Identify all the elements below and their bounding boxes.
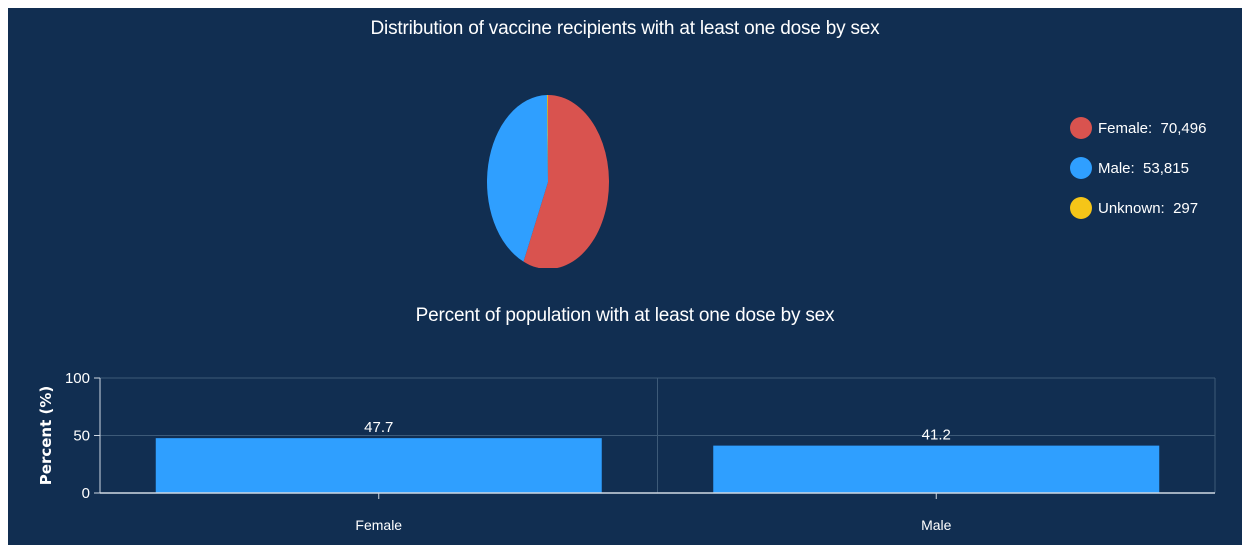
y-tick-label-0: 0	[82, 485, 90, 502]
legend-label-male: Male	[1098, 159, 1131, 177]
bar-female[interactable]	[155, 438, 602, 493]
legend-label-female: Female	[1098, 119, 1149, 137]
y-axis-label: Percent (%)	[37, 386, 55, 485]
legend-item-male[interactable]: Male : 53,815	[1070, 155, 1206, 181]
y-tick-label-50: 50	[73, 428, 90, 445]
pie-slice-male[interactable]	[487, 95, 548, 262]
legend-label-unknown: Unknown	[1098, 199, 1161, 217]
x-tick-label-male: Male	[921, 517, 952, 533]
pie-legend: Female : 70,496 Male : 53,815 Unknown : …	[1070, 115, 1206, 235]
bar-chart-title: Percent of population with at least one …	[415, 305, 835, 326]
bar-chart: 47.7 Female 41.2 Male 0 50 100 Percent (%)	[37, 370, 1216, 533]
legend-value-unknown: 297	[1173, 199, 1199, 217]
bar-male[interactable]	[713, 445, 1160, 493]
legend-sep: :	[1160, 199, 1174, 217]
x-tick-label-female: Female	[355, 517, 402, 533]
data-label-female: 47.7	[364, 419, 393, 436]
pie-chart	[487, 95, 609, 268]
pie-chart-title: Distribution of vaccine recipients with …	[370, 18, 880, 39]
legend-value-female: 70,496	[1160, 119, 1207, 137]
legend-item-unknown[interactable]: Unknown : 297	[1070, 195, 1206, 221]
legend-sep: :	[1130, 159, 1144, 177]
y-tick-label-100: 100	[65, 370, 90, 387]
legend-item-female[interactable]: Female : 70,496	[1070, 115, 1206, 141]
pie-slice-female[interactable]	[523, 95, 609, 268]
data-label-male: 41.2	[922, 427, 951, 444]
legend-value-male: 53,815	[1143, 159, 1189, 177]
legend-swatch-male	[1070, 157, 1092, 179]
legend-swatch-unknown	[1070, 197, 1092, 219]
legend-swatch-female	[1070, 117, 1092, 139]
chart-panel: Distribution of vaccine recipients with …	[8, 8, 1242, 545]
legend-sep: :	[1148, 119, 1161, 137]
pie-slice-unknown[interactable]	[547, 95, 548, 182]
